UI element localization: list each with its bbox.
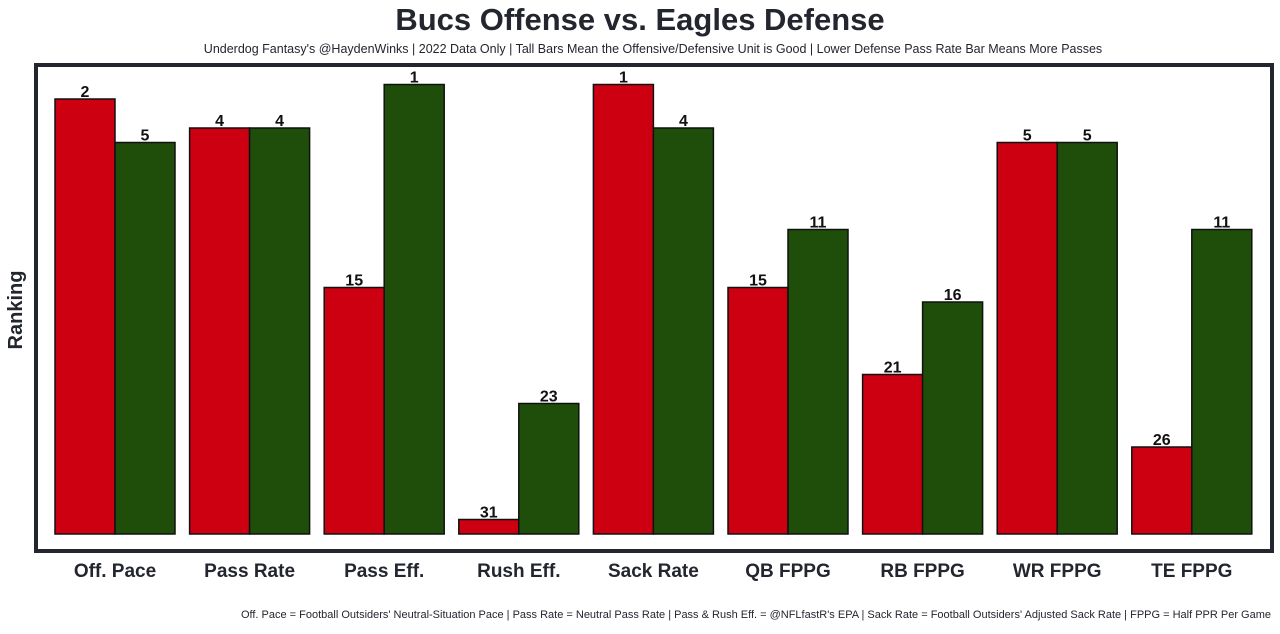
- bar-value-label: 4: [215, 113, 224, 130]
- bar-value-label: 5: [1083, 128, 1092, 145]
- bar-value-label: 2: [81, 84, 90, 101]
- bar-value-label: 1: [619, 70, 628, 87]
- x-tick-label: RB FPPG: [880, 561, 964, 582]
- chart-title: Bucs Offense vs. Eagles Defense: [395, 2, 884, 37]
- bar-offense: [54, 98, 116, 535]
- bar-offense: [1131, 446, 1193, 535]
- bar-offense: [861, 373, 924, 535]
- bar-value-label: 31: [480, 505, 498, 522]
- bar-offense: [458, 518, 520, 535]
- bar-defense: [248, 127, 311, 535]
- bar-value-label: 15: [749, 273, 767, 290]
- x-tick-label: Pass Rate: [204, 561, 295, 582]
- bar-defense: [518, 402, 580, 535]
- x-tick-label: QB FPPG: [745, 561, 831, 582]
- x-tick-label: Rush Eff.: [477, 561, 560, 582]
- bar-value-label: 5: [141, 128, 150, 145]
- chart-footnote: Off. Pace = Football Outsiders' Neutral-…: [241, 609, 1271, 621]
- x-tick-label: Off. Pace: [74, 561, 156, 582]
- plot-frame: [34, 63, 1274, 553]
- bar-defense: [114, 141, 176, 535]
- y-axis-label: Ranking: [5, 271, 27, 350]
- bar-value-label: 26: [1153, 432, 1171, 449]
- bar-value-label: 4: [275, 113, 284, 130]
- bar-value-label: 21: [884, 360, 902, 377]
- bar-defense: [1056, 141, 1118, 535]
- bar-defense: [652, 127, 715, 535]
- bar-offense: [323, 286, 385, 535]
- bar-defense: [383, 83, 445, 535]
- bar-value-label: 15: [345, 273, 363, 290]
- bar-value-label: 1: [410, 70, 419, 87]
- bar-defense: [921, 301, 984, 535]
- bar-offense: [727, 286, 789, 535]
- x-tick-label: Sack Rate: [608, 561, 699, 582]
- x-tick-label: Pass Eff.: [344, 561, 424, 582]
- bar-offense: [996, 141, 1058, 535]
- bar-offense: [592, 83, 655, 535]
- bar-value-label: 11: [810, 215, 827, 232]
- bar-value-label: 16: [944, 287, 962, 304]
- bar-defense: [787, 228, 849, 535]
- bar-value-label: 23: [540, 389, 558, 406]
- bar-value-label: 11: [1213, 215, 1230, 232]
- x-tick-label: WR FPPG: [1013, 561, 1102, 582]
- bar-defense: [1191, 228, 1253, 535]
- bar-value-label: 4: [679, 113, 688, 130]
- chart-subtitle: Underdog Fantasy's @HaydenWinks | 2022 D…: [204, 42, 1102, 56]
- x-tick-label: TE FPPG: [1151, 561, 1232, 582]
- bar-value-label: 5: [1023, 128, 1032, 145]
- bar-offense: [188, 127, 251, 535]
